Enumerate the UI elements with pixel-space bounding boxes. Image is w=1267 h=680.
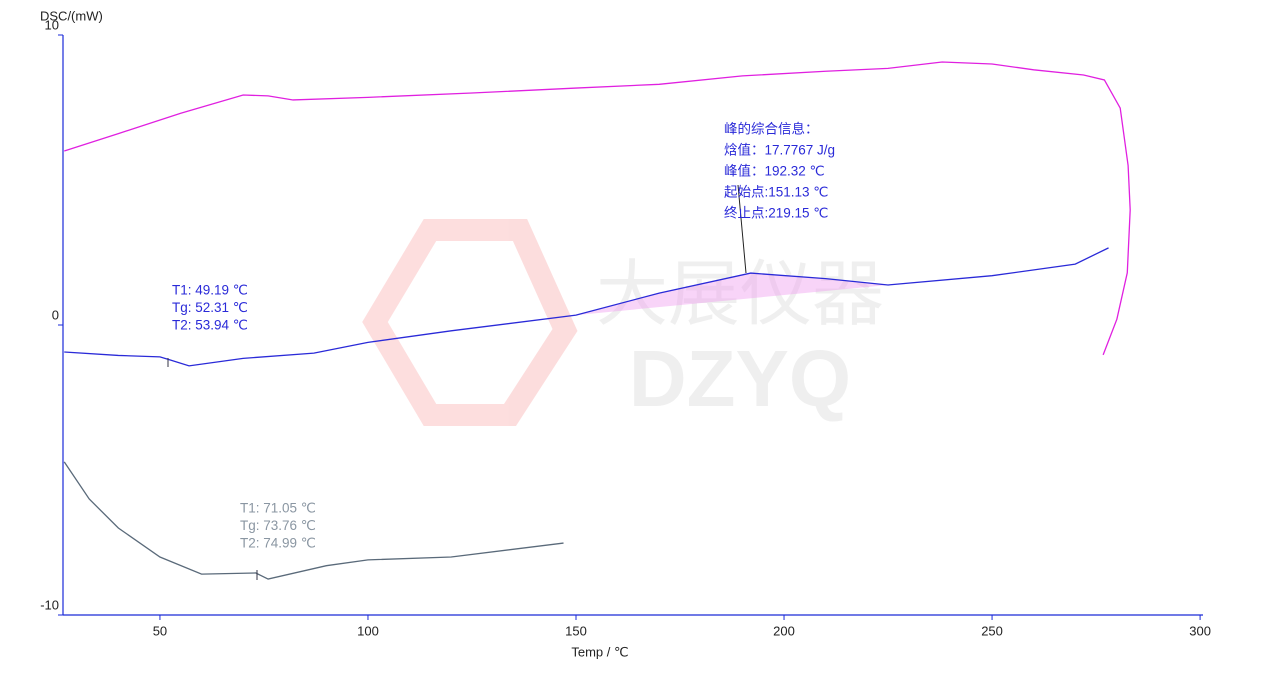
y-tick-label: 10 <box>45 17 59 32</box>
x-axis-title: Temp / ℃ <box>571 644 628 659</box>
annotation-text: T2: 53.94 ℃ <box>172 318 248 333</box>
watermark: 大展仪器 DZYQ <box>362 219 884 426</box>
annotation-text: 终止点:219.15 ℃ <box>724 206 828 221</box>
peak-leader <box>737 184 747 274</box>
annotation-text: T1: 49.19 ℃ <box>172 283 248 298</box>
annotation-text: 焓值：17.7767 J/g <box>724 143 835 158</box>
x-tick-label: 50 <box>153 623 167 638</box>
annotation-text: 峰值：192.32 ℃ <box>724 164 825 179</box>
y-tick-label: 0 <box>52 307 59 322</box>
y-axis-title: DSC/(mW) <box>40 8 103 23</box>
annotation-text: Tg: 52.31 ℃ <box>172 300 248 315</box>
x-tick-label: 300 <box>1189 623 1211 638</box>
annotation-text: 起始点:151.13 ℃ <box>724 185 828 200</box>
annotation-text: 峰的综合信息： <box>724 121 819 137</box>
x-tick-label: 100 <box>357 623 379 638</box>
x-tick-label: 150 <box>565 623 587 638</box>
x-tick-label: 250 <box>981 623 1003 638</box>
annotation-text: Tg: 73.76 ℃ <box>240 518 316 533</box>
watermark-logo <box>362 219 578 426</box>
series-line <box>64 61 1131 356</box>
peak-area <box>576 273 889 316</box>
y-tick-label: -10 <box>40 597 59 612</box>
watermark-subtext: DZYQ <box>629 334 851 423</box>
x-tick-label: 200 <box>773 623 795 638</box>
series-line <box>63 461 564 580</box>
watermark-text: 大展仪器 <box>596 255 884 335</box>
annotation-text: T1: 71.05 ℃ <box>240 501 316 516</box>
series-line <box>64 247 1109 367</box>
annotation-text: T2: 74.99 ℃ <box>240 536 316 551</box>
